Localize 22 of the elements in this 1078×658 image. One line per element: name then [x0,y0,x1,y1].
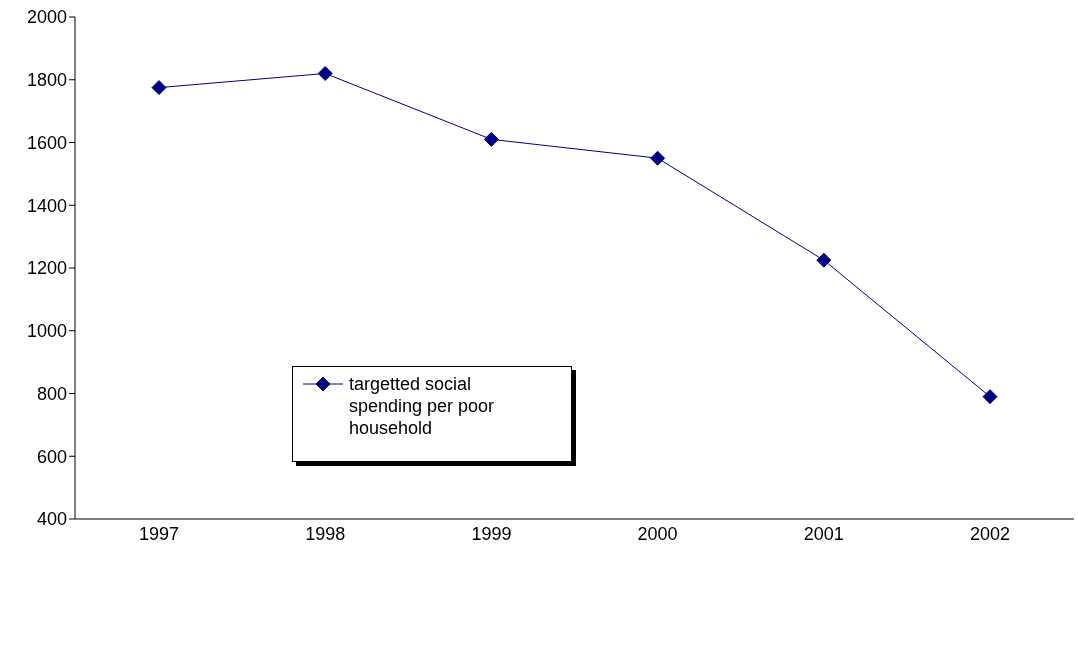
x-tick-label: 2002 [969,523,1011,544]
point [650,150,666,166]
x-tick-label: 2001 [803,523,844,544]
y-tick-label: 800 [36,383,67,404]
x-tick-label: 1997 [138,523,180,544]
point [151,80,167,96]
point [816,252,832,268]
x-tick-label: 1998 [305,523,346,544]
y-tick-label: 1600 [26,132,67,153]
point [982,389,998,405]
y-tick-label: 400 [36,509,67,530]
x-tick-label: 1999 [471,523,512,544]
point [483,131,499,147]
legend-label: targetted social spending per poor household [349,373,496,439]
y-tick-label: 1000 [26,321,67,342]
y-tick-label: 1200 [26,258,67,279]
y-tick-label: 2000 [26,7,67,28]
y-tick-label: 1800 [26,70,67,91]
y-tick-label: 600 [36,446,67,467]
point [317,65,333,81]
x-tick-label: 2000 [637,523,678,544]
y-tick-label: 1400 [26,195,67,216]
